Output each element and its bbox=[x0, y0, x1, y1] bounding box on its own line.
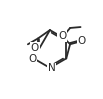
Text: O: O bbox=[31, 43, 39, 53]
Text: O: O bbox=[28, 54, 37, 64]
Text: O: O bbox=[78, 36, 86, 46]
Text: N: N bbox=[48, 63, 55, 73]
Text: O: O bbox=[58, 31, 66, 41]
